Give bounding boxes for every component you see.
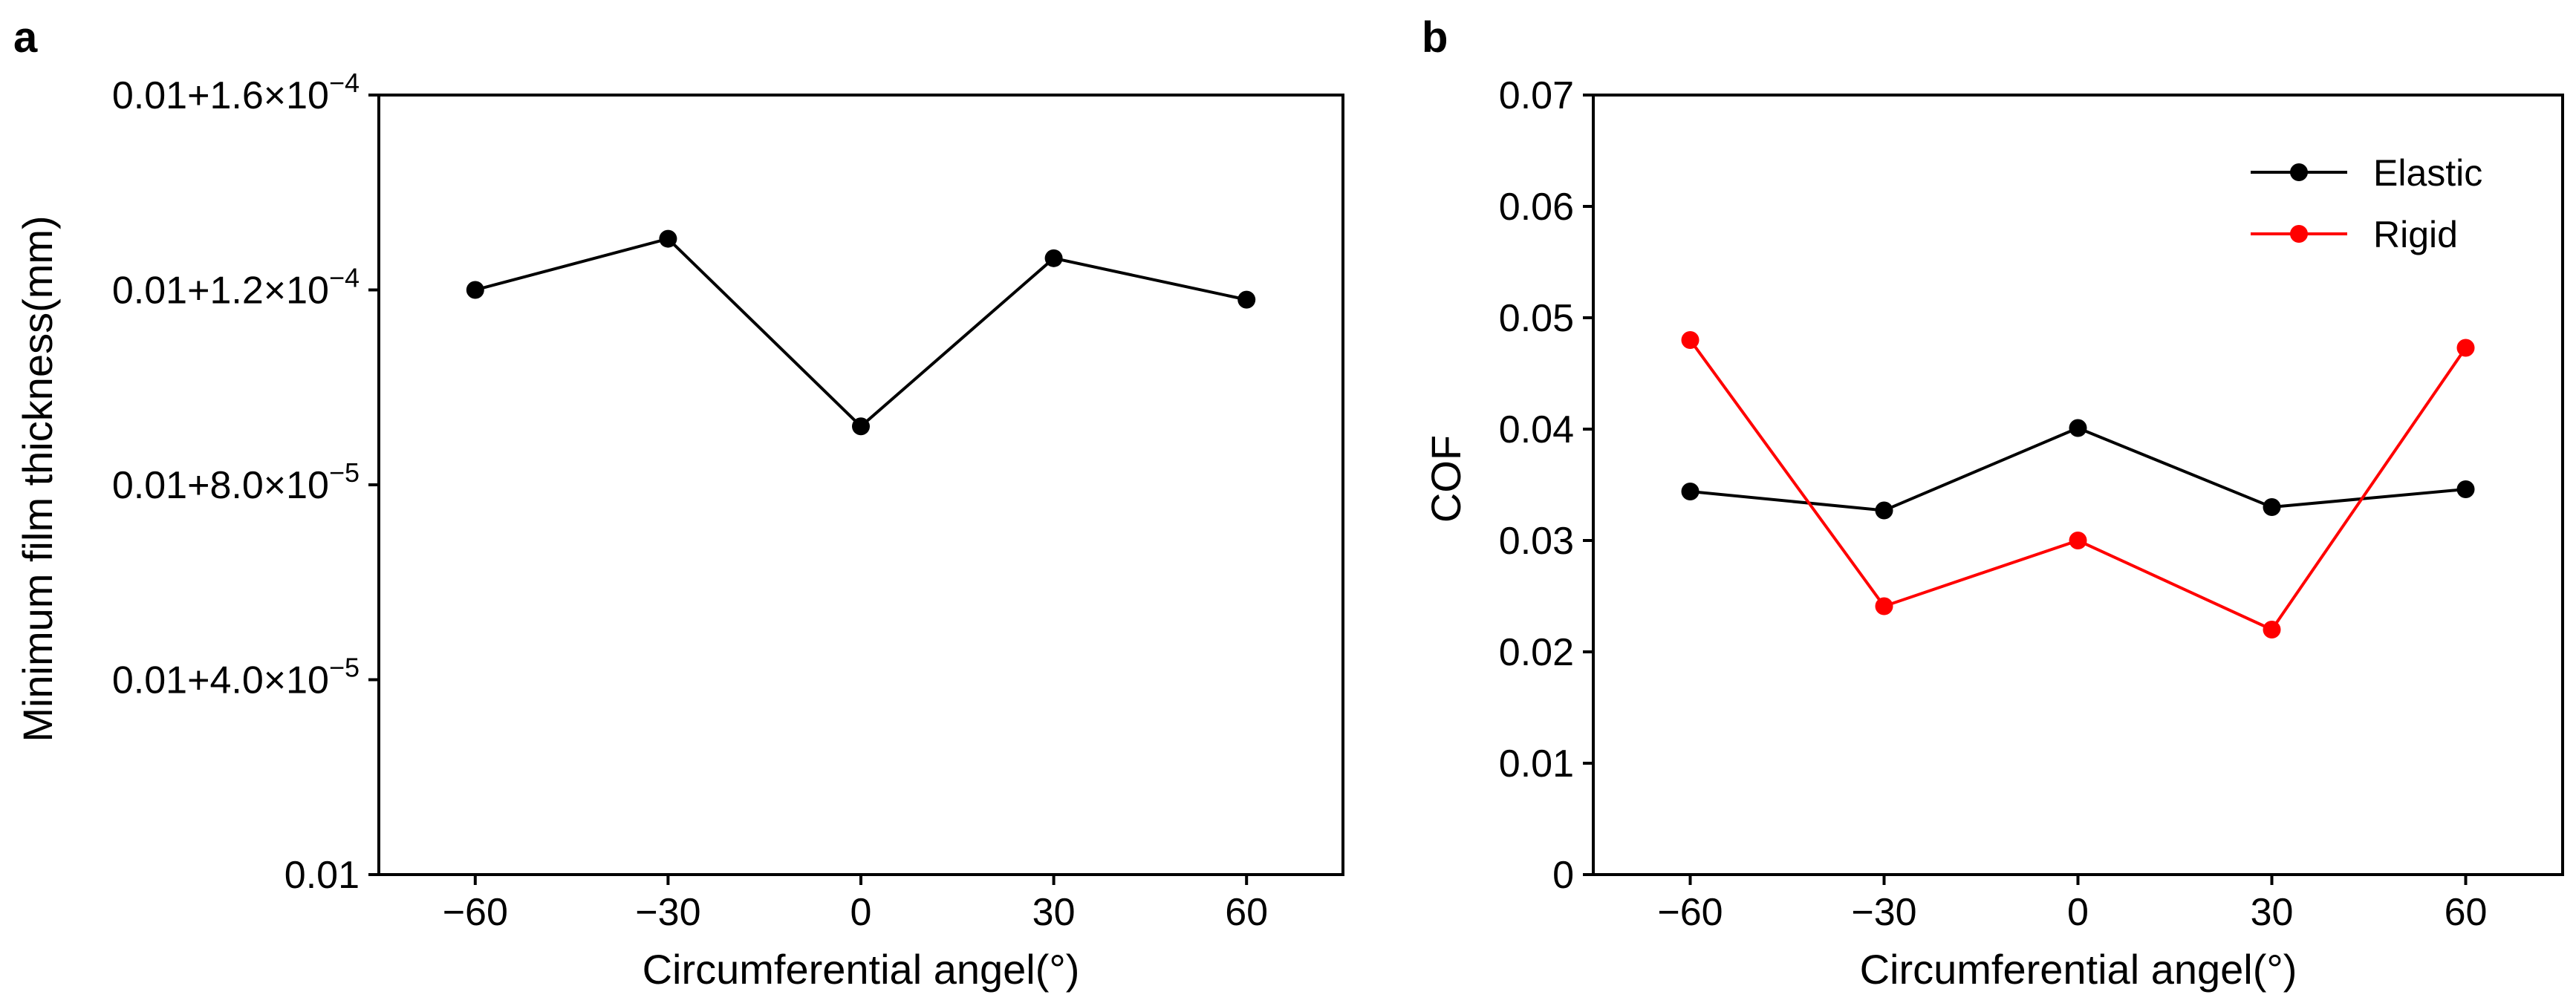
panel-b-elastic-point (2263, 498, 2281, 516)
panel-b-elastic-point (1681, 483, 1700, 500)
panel-b-rigid-line (1688, 339, 2468, 632)
panel-b-elastic-point (1875, 501, 1893, 520)
panel-a-x-tick-label: −30 (635, 891, 700, 934)
legend-rigid-marker (2290, 225, 2308, 243)
panel-a-y-tick-label: 0.01+8.0×10−5 (112, 457, 360, 507)
panel-a-y-tick-label: 0.01+4.0×10−5 (112, 653, 360, 702)
panel-b-rigid-point (1875, 597, 1893, 615)
panel-b-rigid-point (1681, 331, 1700, 349)
panel-b-x-tick-label: −30 (1851, 891, 1916, 934)
panel-b-xlabel: Circumferential angel(°) (1860, 946, 2297, 993)
panel-a-xlabel: Circumferential angel(°) (643, 946, 1080, 993)
panel-b-x-tick-label: 60 (2445, 891, 2488, 934)
panel-b-y-tick-label: 0.03 (1499, 520, 1574, 563)
panel-a-series-0-point (1044, 249, 1063, 267)
panel-a-x-tick-label: −60 (443, 891, 508, 934)
legend-rigid-label: Rigid (2373, 214, 2458, 255)
panel-a-x-tick-label: 60 (1225, 891, 1268, 934)
panel-b-y-tick-label: 0.05 (1499, 297, 1574, 340)
panel-b-x-ticks: −60 −30 0 30 60 (1657, 875, 2487, 934)
panel-b-elastic-point (2069, 419, 2087, 437)
panel-b: b COF Circumferential angel(°) 0 0.01 0.02… (1422, 13, 2564, 993)
panel-a: a Minimum film thickness(mm) Circumferen… (13, 13, 1344, 993)
panel-a-ylabel: Minimum film thickness(mm) (14, 215, 61, 742)
panel-b-x-tick-label: 30 (2251, 891, 2294, 934)
panel-b-x-tick-label: 0 (2067, 891, 2089, 934)
panel-b-y-tick-label: 0.01 (1499, 742, 1574, 785)
panel-b-plot-frame (1592, 94, 2564, 876)
legend-elastic-marker (2290, 163, 2308, 181)
panel-b-letter: b (1422, 13, 1448, 62)
panel-a-y-tick-label: 0.01+1.6×10−4 (112, 68, 360, 117)
panel-a-series-0-point (1237, 290, 1256, 309)
panel-a-series-0-point (466, 281, 484, 299)
panel-b-rigid-point (2456, 339, 2475, 357)
panel-b-y-tick-label: 0.07 (1499, 74, 1574, 117)
panel-b-y-tick-label: 0.02 (1499, 631, 1574, 674)
panel-b-elastic-point (2456, 480, 2475, 498)
panel-b-ylabel: COF (1422, 435, 1469, 523)
panel-a-y-tick-label: 0.01 (284, 854, 360, 897)
panel-a-x-tick-label: 0 (850, 891, 872, 934)
panel-b-y-tick-label: 0 (1552, 854, 1574, 897)
panel-b-y-tick-label: 0.06 (1499, 186, 1574, 229)
panel-a-y-ticks: 0.01 0.01+4.0×10−5 0.01+8.0×10−5 0.01+1.2×1… (112, 68, 379, 897)
panel-a-x-ticks: −60 −30 0 30 60 (443, 875, 1268, 934)
panel-a-series-0-line (475, 237, 1247, 428)
panel-b-series (1681, 331, 2475, 638)
panel-a-y-tick-label: 0.01+1.2×10−4 (112, 263, 360, 313)
panel-b-rigid-point (2069, 532, 2087, 549)
panel-a-series (466, 229, 1256, 436)
panel-a-series-0-point (659, 229, 677, 248)
panel-a-x-tick-label: 30 (1032, 891, 1076, 934)
legend-elastic-label: Elastic (2373, 152, 2482, 194)
panel-b-rigid-point (2263, 621, 2281, 638)
panel-a-plot-frame (377, 94, 1344, 876)
panel-b-y-ticks: 0 0.01 0.02 0.03 0.04 0.05 0.06 0.07 (1499, 74, 1593, 897)
panel-a-letter: a (13, 13, 38, 62)
panel-a-series-0-point (852, 417, 870, 436)
panel-b-legend: Elastic Rigid (2251, 152, 2482, 255)
panel-b-y-tick-label: 0.04 (1499, 408, 1574, 451)
panel-b-x-tick-label: −60 (1657, 891, 1723, 934)
